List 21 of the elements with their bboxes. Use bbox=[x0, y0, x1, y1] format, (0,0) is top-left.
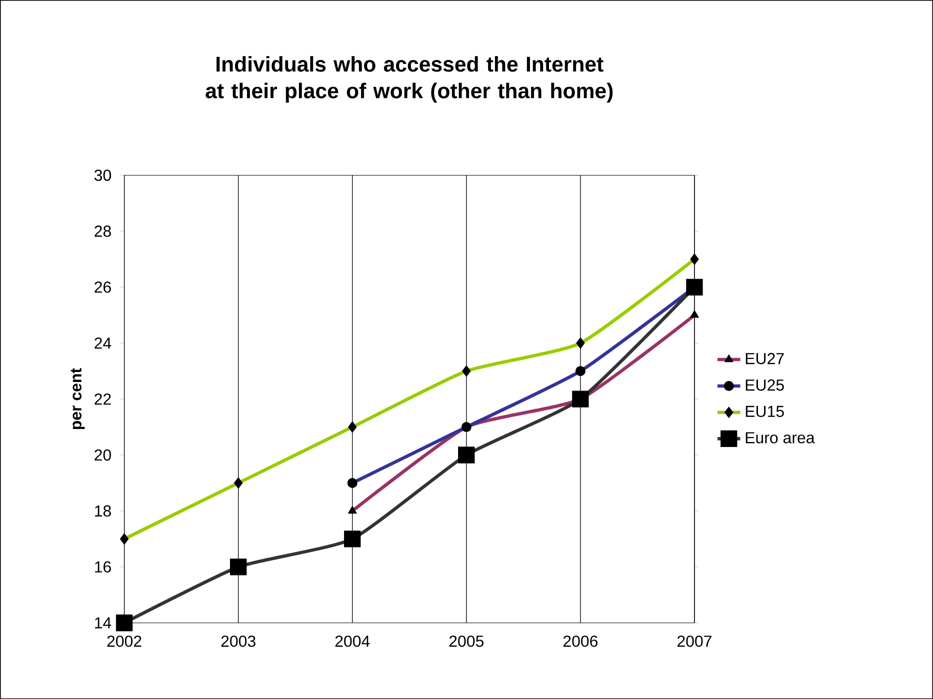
x-tick-label: 2003 bbox=[221, 635, 256, 647]
legend-label: EU25 bbox=[746, 379, 784, 391]
y-tick-label: 24 bbox=[94, 337, 112, 349]
chart-title: Individuals who accessed the Internet at their place of work (other than home) bbox=[206, 56, 613, 103]
legend-label: EU15 bbox=[746, 406, 784, 417]
y-tick-label: 20 bbox=[94, 449, 112, 461]
x-tick-label: 2005 bbox=[449, 635, 484, 647]
x-tick-label: 2002 bbox=[107, 635, 142, 647]
y-tick-label: 18 bbox=[95, 505, 111, 517]
legend-label: Euro area bbox=[746, 432, 815, 444]
y-tick-label: 16 bbox=[95, 561, 111, 572]
y-tick-label: 14 bbox=[95, 617, 112, 628]
y-axis-title: per cent bbox=[70, 368, 85, 430]
y-tick-label: 22 bbox=[94, 393, 111, 405]
x-tick-label: 2006 bbox=[563, 635, 598, 647]
x-tick-label: 2004 bbox=[335, 635, 370, 647]
y-tick-label: 30 bbox=[94, 170, 112, 181]
x-tick-label: 2007 bbox=[677, 635, 712, 647]
y-tick-label: 26 bbox=[94, 281, 111, 293]
y-tick-label: 28 bbox=[94, 225, 111, 237]
legend-label: EU27 bbox=[746, 352, 784, 364]
